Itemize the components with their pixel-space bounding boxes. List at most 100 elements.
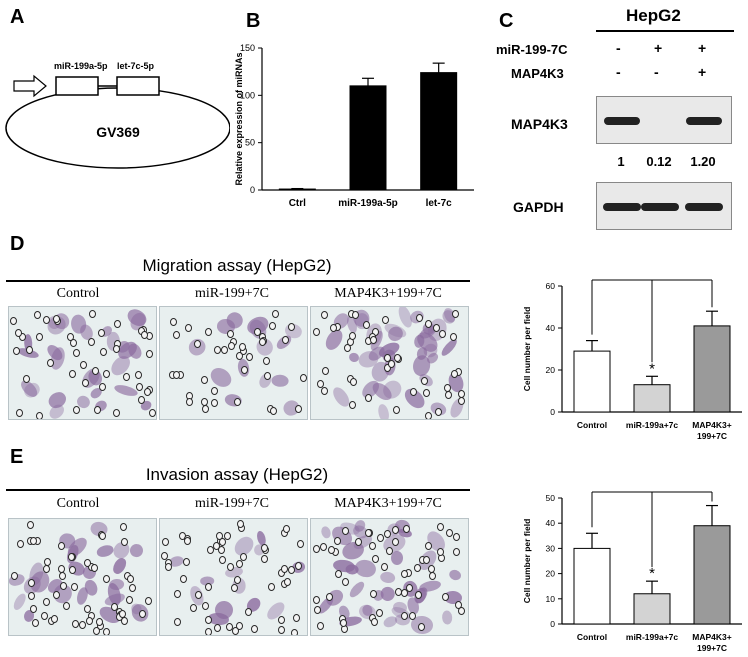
membrane-pore: [385, 547, 393, 556]
membrane-pore: [18, 333, 26, 342]
membrane-pore: [288, 566, 296, 575]
membrane-pore: [348, 332, 356, 341]
membrane-pore: [123, 373, 131, 382]
membrane-pore: [365, 529, 373, 538]
membrane-pore: [201, 602, 209, 611]
row1-sign: +: [654, 40, 663, 56]
row2-sign: -: [616, 64, 621, 80]
membrane-pore: [405, 583, 413, 592]
membrane-pore: [457, 390, 465, 399]
membrane-pore: [283, 525, 291, 534]
membrane-pore: [278, 615, 286, 624]
invasion-title: Invasion assay (HepG2): [145, 465, 329, 484]
membrane-pore: [211, 399, 219, 408]
bar: [633, 384, 671, 413]
migration-rule: [6, 280, 470, 282]
membrane-pore: [102, 370, 110, 379]
membrane-pore: [450, 332, 458, 341]
membrane-pore: [139, 610, 147, 619]
membrane-pore: [206, 545, 214, 554]
membrane-pore: [214, 345, 222, 354]
membrane-pore: [204, 628, 212, 635]
membrane-pore: [425, 320, 433, 329]
bar: [693, 325, 731, 413]
membrane-pore: [81, 379, 89, 388]
membrane-pore: [85, 616, 93, 625]
membrane-pore: [23, 375, 31, 384]
membrane-pore: [232, 626, 240, 635]
blot-gapdh: [596, 182, 732, 230]
stained-cell: [320, 525, 333, 540]
stained-cell: [447, 568, 463, 582]
membrane-pore: [231, 584, 239, 593]
membrane-pore: [372, 554, 380, 563]
blot1-label: MAP4K3: [511, 116, 568, 132]
y-tick-label: 40: [546, 323, 556, 333]
membrane-pore: [36, 412, 44, 419]
membrane-pore: [268, 583, 276, 592]
membrane-pore: [393, 353, 401, 362]
membrane-pore: [58, 564, 66, 573]
membrane-pore: [201, 397, 209, 406]
membrane-pore: [420, 377, 428, 385]
membrane-pore: [36, 333, 44, 342]
membrane-pore: [458, 397, 466, 406]
membrane-pore: [391, 525, 399, 534]
membrane-pore: [453, 547, 461, 556]
membrane-pore: [445, 390, 453, 399]
chart-e: 0 10 20 30 40 50 Cell number per field Control m…: [522, 491, 742, 653]
promoter-arrow-icon: [13, 74, 47, 98]
membrane-pore: [458, 607, 466, 616]
membrane-pore: [261, 543, 269, 552]
row2-sign: -: [654, 64, 659, 80]
bar: [420, 72, 458, 191]
membrane-pore: [326, 592, 334, 601]
y-tick-label: 0: [250, 185, 255, 195]
membrane-pore: [205, 616, 213, 625]
row2-label: MAP4K3: [511, 66, 564, 81]
invasion-rule: [6, 489, 470, 491]
membrane-pore: [40, 611, 48, 620]
chart-d: 0 20 40 60 Cell number per field Control miR-1…: [522, 279, 742, 441]
membrane-pore: [246, 352, 254, 361]
membrane-pore: [354, 538, 362, 547]
membrane-pore: [27, 591, 35, 600]
membrane-pore: [317, 621, 325, 630]
membrane-pore: [217, 545, 225, 554]
y-tick-label: 10: [546, 594, 556, 604]
membrane-pore: [73, 349, 81, 358]
membrane-pore: [11, 571, 19, 580]
membrane-pore: [342, 577, 350, 586]
membrane-pore: [42, 597, 50, 606]
membrane-pore: [236, 560, 244, 569]
blot1-band: [686, 117, 722, 125]
membrane-pore: [185, 397, 193, 406]
migration-image-control: [8, 306, 157, 420]
membrane-pore: [245, 608, 253, 617]
membrane-pore: [30, 605, 38, 614]
membrane-pore: [452, 309, 460, 318]
membrane-pore: [401, 589, 409, 598]
stained-cell: [11, 592, 28, 612]
cell-line-title: HepG2: [626, 6, 681, 25]
migration-title: Migration assay (HepG2): [142, 256, 332, 275]
membrane-pore: [263, 372, 271, 381]
stained-cell: [346, 579, 367, 601]
membrane-pore: [313, 605, 321, 614]
y-tick-label: 60: [546, 281, 556, 291]
membrane-pore: [402, 524, 410, 533]
membrane-pore: [363, 320, 371, 329]
plasmid-diagram: miR-199a-5p let-7c-5p GV369: [5, 61, 230, 169]
membrane-pore: [271, 310, 279, 319]
membrane-pore: [59, 571, 67, 580]
membrane-pore: [195, 591, 203, 600]
membrane-pore: [129, 583, 136, 592]
membrane-pore: [112, 344, 120, 353]
membrane-pore: [149, 408, 156, 417]
membrane-pore: [205, 582, 213, 591]
membrane-pore: [179, 575, 187, 584]
membrane-pore: [172, 371, 180, 380]
significance-marker: *: [649, 360, 655, 377]
stained-cell: [441, 610, 453, 626]
panel-c-letter: C: [499, 10, 514, 32]
